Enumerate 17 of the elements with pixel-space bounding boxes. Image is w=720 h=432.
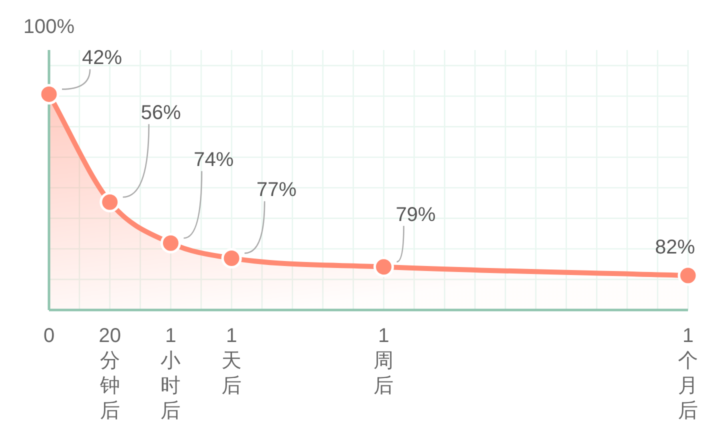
point [100, 192, 120, 212]
x-tick-label: 1小时后 [160, 325, 181, 422]
x-tick-label: 20分钟后 [98, 325, 121, 422]
x-tick-label: 0 [43, 325, 55, 347]
point [160, 232, 181, 254]
annotation: 56% [140, 102, 182, 124]
text: 42% [82, 47, 122, 70]
annotation: 77% [256, 179, 297, 202]
annotation: 82% [654, 236, 696, 258]
annotation: 79% [396, 204, 436, 226]
y-axis-title: 100% [23, 16, 75, 38]
annotation: 74% [194, 149, 234, 172]
point [221, 248, 242, 268]
x-tick-label: 1周后 [374, 325, 394, 397]
point [373, 256, 394, 278]
x-tick-label: 1个月后 [678, 325, 698, 422]
x-tick-label: 1天后 [222, 325, 242, 397]
